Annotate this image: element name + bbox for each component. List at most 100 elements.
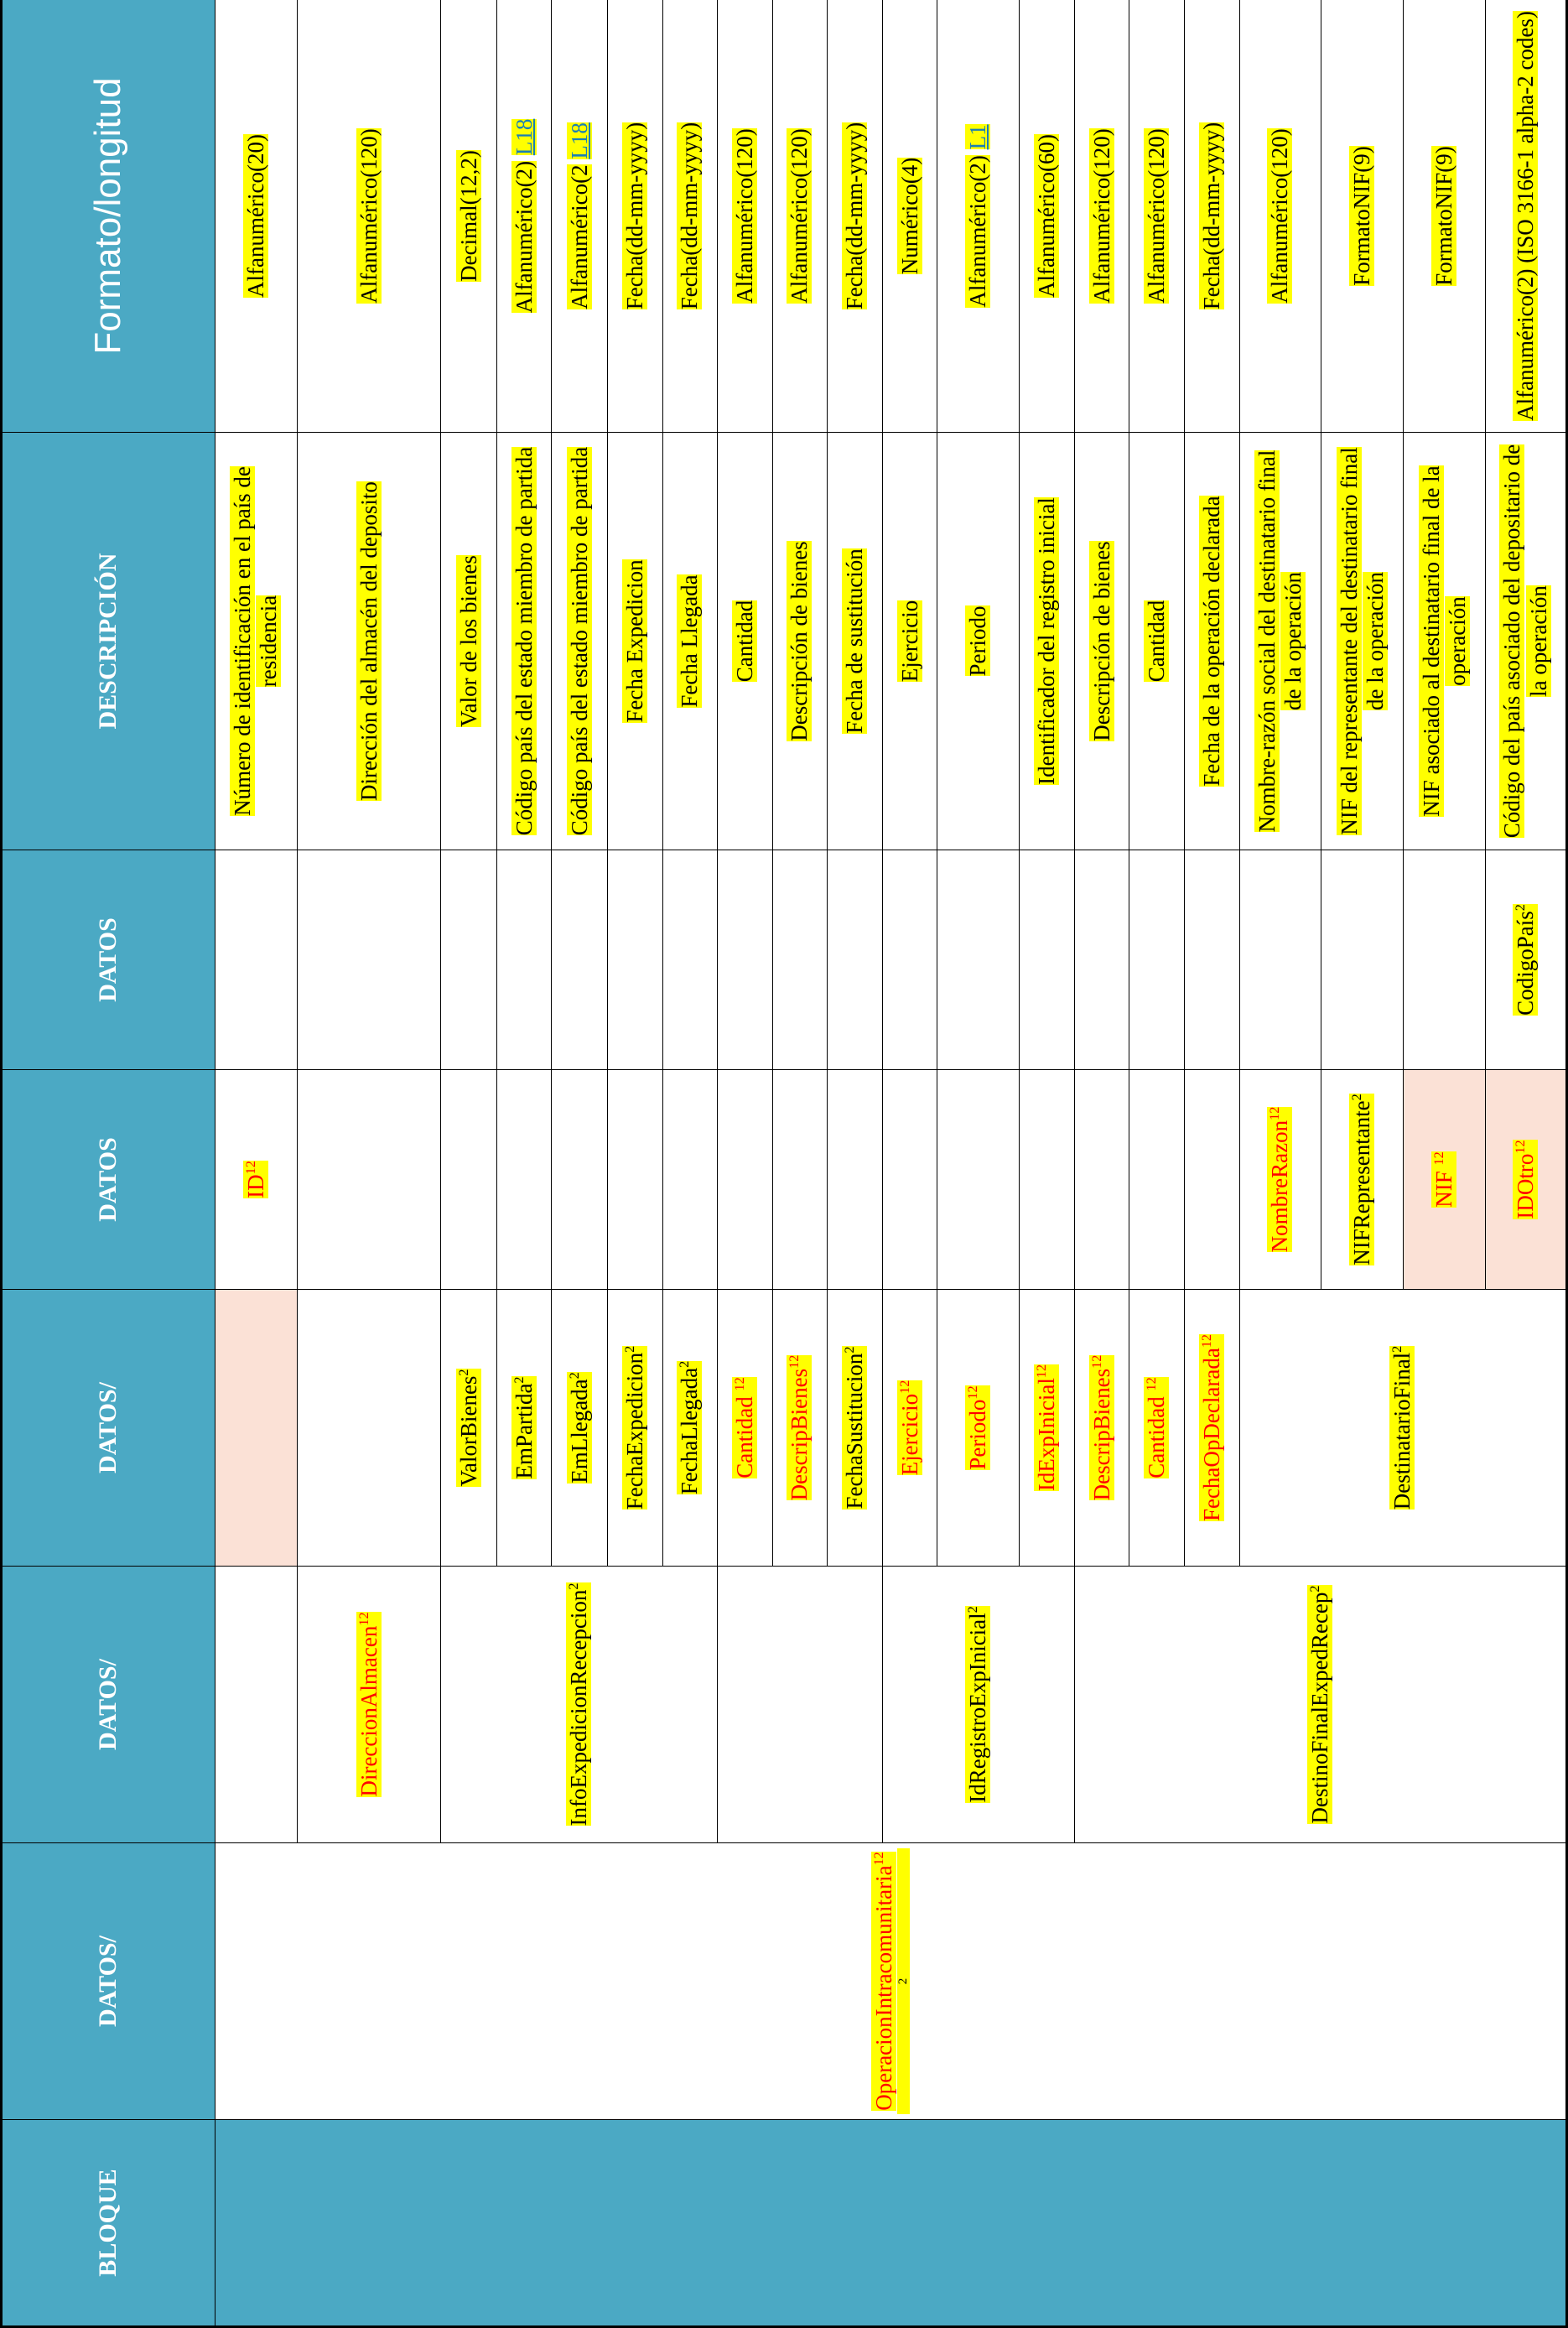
format-link[interactable]: L18 xyxy=(566,122,592,159)
fechasust-cell: FechaSustitucion2 xyxy=(827,1289,883,1567)
emllegada-cell: EmLlegada2 xyxy=(551,1289,608,1567)
bloque-cell xyxy=(215,2119,1567,2327)
format-cell: Fecha(dd-mm-yyyy) xyxy=(662,0,718,433)
nombre-cell: NombreRazon12 xyxy=(1239,1069,1321,1290)
desc-text: Nombre-razón social del destinatario fin… xyxy=(1254,449,1306,833)
empty-cell xyxy=(937,850,1020,1070)
empty-cell xyxy=(772,1069,828,1290)
fechalleg-cell: FechaLlegada2 xyxy=(662,1289,718,1567)
empty-cell xyxy=(1129,850,1185,1070)
idexp-label: IdExpInicial12 xyxy=(1034,1364,1060,1492)
empty-cell xyxy=(1184,1069,1240,1290)
empty-cell xyxy=(882,1069,937,1290)
desc-text: Código país del estado miembro de partid… xyxy=(566,446,592,836)
format-text: Alfanumérico(2) xyxy=(965,155,991,308)
emllegada-label: EmLlegada2 xyxy=(566,1372,592,1484)
desc-text: Código país del estado miembro de partid… xyxy=(511,446,537,836)
format-text: Alfanumérico(120) xyxy=(1144,128,1170,304)
empartida-label: EmPartida2 xyxy=(511,1376,537,1479)
valor-label: ValorBienes2 xyxy=(455,1369,481,1487)
format-cell: Fecha(dd-mm-yyyy) xyxy=(827,0,883,433)
format-cell: Alfanumérico(120) xyxy=(1239,0,1321,433)
periodo-label: Periodo12 xyxy=(965,1385,991,1470)
format-text: Fecha(dd-mm-yyyy) xyxy=(621,122,647,310)
header-formato: Formato/longitud xyxy=(1,0,215,433)
header-datos-5: DATOS xyxy=(1,850,215,1070)
desc-cell: Fecha Llegada xyxy=(662,432,718,850)
desc-text: NIF asociado al destinatario final de la… xyxy=(1418,465,1470,817)
desc-cell: Código del país asociado del depositario… xyxy=(1485,432,1567,850)
desc-text: Fecha Llegada xyxy=(677,574,703,708)
cantidad-label: Cantidad 12 xyxy=(1144,1377,1170,1478)
format-cell: Alfanumérico(120) xyxy=(717,0,773,433)
desc-cell: Valor de los bienes xyxy=(440,432,497,850)
ejercicio-label: Ejercicio12 xyxy=(896,1380,922,1476)
operacion-label: OperacionIntracomunitaria12 xyxy=(870,1852,896,2111)
format-text: FormatoNIF(9) xyxy=(1349,146,1375,286)
desc-cell: Fecha de sustitución xyxy=(827,432,883,850)
idotro-cell: IDOtro12 xyxy=(1485,1069,1567,1290)
format-text: Alfanumérico(2) xyxy=(511,160,537,314)
empty-cell xyxy=(496,850,552,1070)
format-cell: Alfanumérico(60) xyxy=(1019,0,1075,433)
format-text: Alfanumérico(20) xyxy=(242,134,268,298)
nif-label: NIF 12 xyxy=(1431,1151,1457,1208)
idotro-label: IDOtro12 xyxy=(1513,1140,1538,1219)
format-text: Alfanumérico(120) xyxy=(1267,128,1293,304)
desc-cell: Ejercicio xyxy=(882,432,937,850)
empty-cell xyxy=(215,1566,298,1843)
format-cell: Alfanumérico(2) L18 xyxy=(496,0,552,433)
idexp-cell: IdExpInicial12 xyxy=(1019,1289,1075,1567)
destino-label: DestinoFinalExpedRecep2 xyxy=(1306,1585,1332,1824)
desc-cell: Descripción de bienes xyxy=(772,432,828,850)
desc-text: Valor de los bienes xyxy=(455,555,481,727)
descrip-cell: DescripBienes12 xyxy=(1074,1289,1129,1567)
format-text: Fecha(dd-mm-yyyy) xyxy=(677,122,703,310)
format-cell: Numérico(4) xyxy=(882,0,937,433)
format-link[interactable]: L1 xyxy=(965,124,991,150)
format-text: Fecha(dd-mm-yyyy) xyxy=(842,122,868,310)
empty-cell xyxy=(882,850,937,1070)
ejercicio-cell: Ejercicio12 xyxy=(882,1289,937,1567)
cantidad-cell: Cantidad 12 xyxy=(717,1289,773,1567)
format-cell: Alfanumérico(120) xyxy=(772,0,828,433)
operacion-sup: 2 xyxy=(896,1848,911,2114)
desc-text: Fecha de sustitución xyxy=(842,548,868,734)
format-text: Alfanumérico(120) xyxy=(787,128,813,304)
direccion-label: DireccionAlmacen12 xyxy=(356,1612,382,1797)
format-cell: Alfanumérico(120) xyxy=(297,0,441,433)
empty-cell xyxy=(297,850,441,1070)
header-datos-3: DATOS/ xyxy=(1,1289,215,1567)
desc-text: Descripción de bienes xyxy=(1088,541,1114,741)
empty-cell xyxy=(717,850,773,1070)
codigo-cell: CodigoPaís2 xyxy=(1485,850,1567,1070)
format-text: Alfanumérico(2 xyxy=(566,164,592,309)
empartida-cell: EmPartida2 xyxy=(496,1289,552,1567)
destino-cell: DestinoFinalExpedRecep2 xyxy=(1074,1566,1567,1843)
empty-cell xyxy=(440,1069,497,1290)
format-cell: Alfanumérico(2 L18 xyxy=(551,0,608,433)
format-cell: Alfanumérico(120) xyxy=(1074,0,1129,433)
format-link[interactable]: L18 xyxy=(511,118,537,156)
empty-cell xyxy=(772,850,828,1070)
desc-cell: Identificador del registro inicial xyxy=(1019,432,1075,850)
desc-text: Fecha de la operación declarada xyxy=(1198,496,1224,787)
format-text: Fecha(dd-mm-yyyy) xyxy=(1198,122,1224,310)
empty-cell xyxy=(297,1069,441,1290)
fechaexp-cell: FechaExpedicion2 xyxy=(607,1289,663,1567)
format-text: Alfanumérico(120) xyxy=(356,128,382,304)
fechaexp-label: FechaExpedicion2 xyxy=(621,1345,647,1510)
empty-cell xyxy=(937,1069,1020,1290)
empty-cell xyxy=(1019,850,1075,1070)
descrip-label: DescripBienes12 xyxy=(1088,1354,1114,1501)
periodo-cell: Periodo12 xyxy=(937,1289,1020,1567)
empty-cell xyxy=(215,850,298,1070)
desc-cell: Periodo xyxy=(937,432,1020,850)
format-cell: Decimal(12,2) xyxy=(440,0,497,433)
header-descripcion: DESCRIPCIÓN xyxy=(1,432,215,850)
fechalleg-label: FechaLlegada2 xyxy=(677,1360,703,1495)
desc-cell: Fecha Expedicion xyxy=(607,432,663,850)
header-bloque: BLOQUE xyxy=(1,2119,215,2327)
